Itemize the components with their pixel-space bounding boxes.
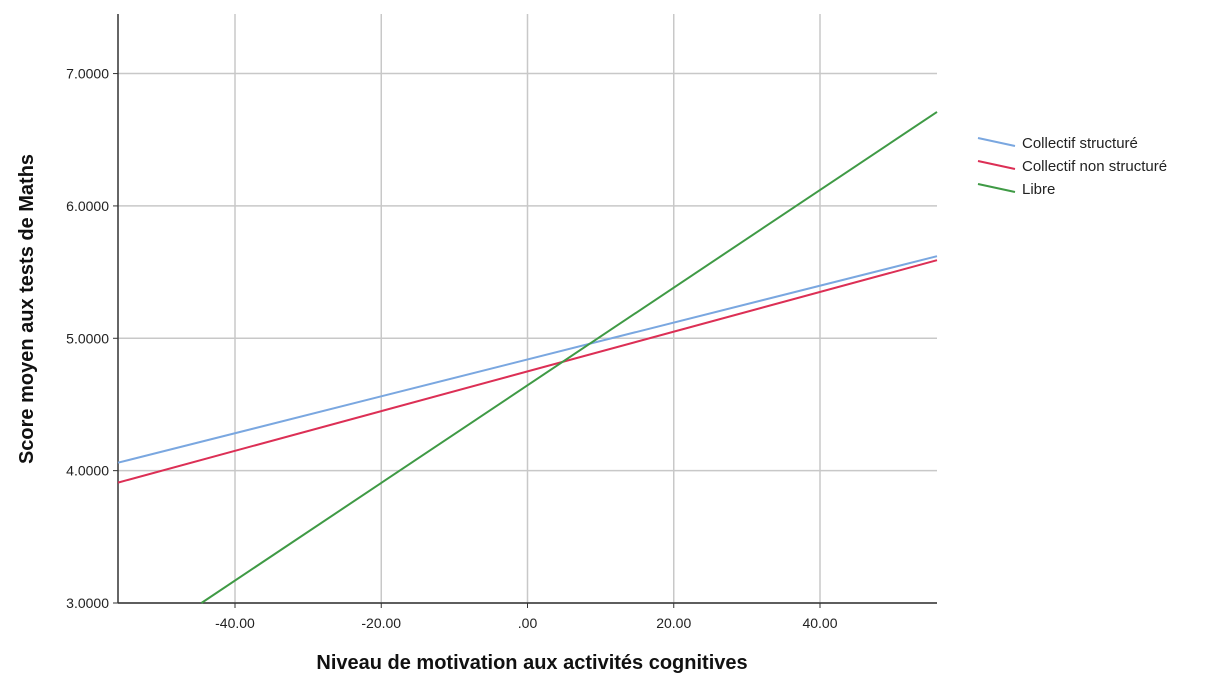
- tick-labels: -40.00 -20.00 .00 20.00 40.00 3.0000 4.0000 5.0…: [66, 66, 838, 631]
- y-tick-label: 6.0000: [66, 198, 109, 214]
- x-tick-label: -40.00: [215, 615, 255, 631]
- series-line-collectif-structure: [117, 255, 938, 464]
- grid: [118, 14, 937, 604]
- x-tick-label: -20.00: [361, 615, 401, 631]
- x-tick-label: 20.00: [656, 615, 691, 631]
- x-tick-label: 40.00: [802, 615, 837, 631]
- legend-swatch: [977, 137, 1016, 147]
- legend-swatch: [977, 160, 1016, 170]
- legend-label: Collectif structuré: [1022, 135, 1138, 152]
- axes: [113, 14, 937, 608]
- y-axis-title: Score moyen aux tests de Maths: [16, 154, 38, 464]
- y-tick-label: 7.0000: [66, 66, 109, 82]
- legend: Collectif structuré Collectif non structu…: [977, 135, 1167, 198]
- series-lines: [117, 111, 938, 604]
- y-tick-label: 5.0000: [66, 330, 109, 346]
- legend-label: Collectif non structuré: [1022, 158, 1167, 175]
- series-line-collectif-non-structure: [117, 259, 938, 484]
- y-tick-label: 4.0000: [66, 463, 109, 479]
- x-tick-label: .00: [518, 615, 538, 631]
- legend-label: Libre: [1022, 181, 1055, 198]
- series-line-libre: [200, 111, 938, 604]
- legend-swatch: [977, 183, 1016, 193]
- x-axis-title: Niveau de motivation aux activités cogni…: [316, 652, 747, 674]
- y-tick-label: 3.0000: [66, 595, 109, 611]
